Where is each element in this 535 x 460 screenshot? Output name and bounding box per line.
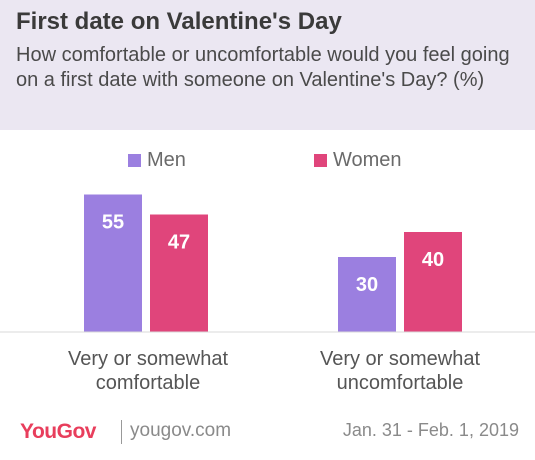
data-label-men-2: 30 (356, 274, 378, 296)
category-label-1-line-2: comfortable (96, 372, 201, 394)
category-label-1-line-1: Very or somewhat (68, 348, 229, 370)
legend-swatch-women (314, 153, 327, 167)
footer-divider (121, 420, 122, 444)
header-band: First date on Valentine's Day How comfor… (0, 0, 535, 130)
bar-women-1 (150, 214, 208, 332)
chart-title: First date on Valentine's Day (16, 8, 342, 35)
legend-label-men: Men (147, 148, 186, 171)
legend-swatch-men (128, 153, 141, 167)
data-label-women-2: 40 (422, 249, 444, 271)
chart-subtitle: How comfortable or uncomfortable would y… (16, 44, 510, 91)
legend-label-women: Women (333, 148, 402, 171)
legend-item-women: Women (314, 148, 402, 172)
legend-item-men: Men (128, 148, 186, 172)
data-label-men-1: 55 (102, 212, 124, 234)
category-label-2-line-2: uncomfortable (337, 372, 464, 394)
bar-women-2 (404, 232, 462, 332)
footer-date: Jan. 31 - Feb. 1, 2019 (342, 420, 519, 440)
footer-url: yougov.com (130, 420, 232, 441)
category-label-2-line-1: Very or somewhat (320, 348, 481, 370)
bar-men-2 (338, 257, 396, 332)
yougov-logo: YouGov (20, 420, 96, 443)
bar-men-1 (84, 194, 142, 332)
data-label-women-1: 47 (168, 232, 190, 254)
